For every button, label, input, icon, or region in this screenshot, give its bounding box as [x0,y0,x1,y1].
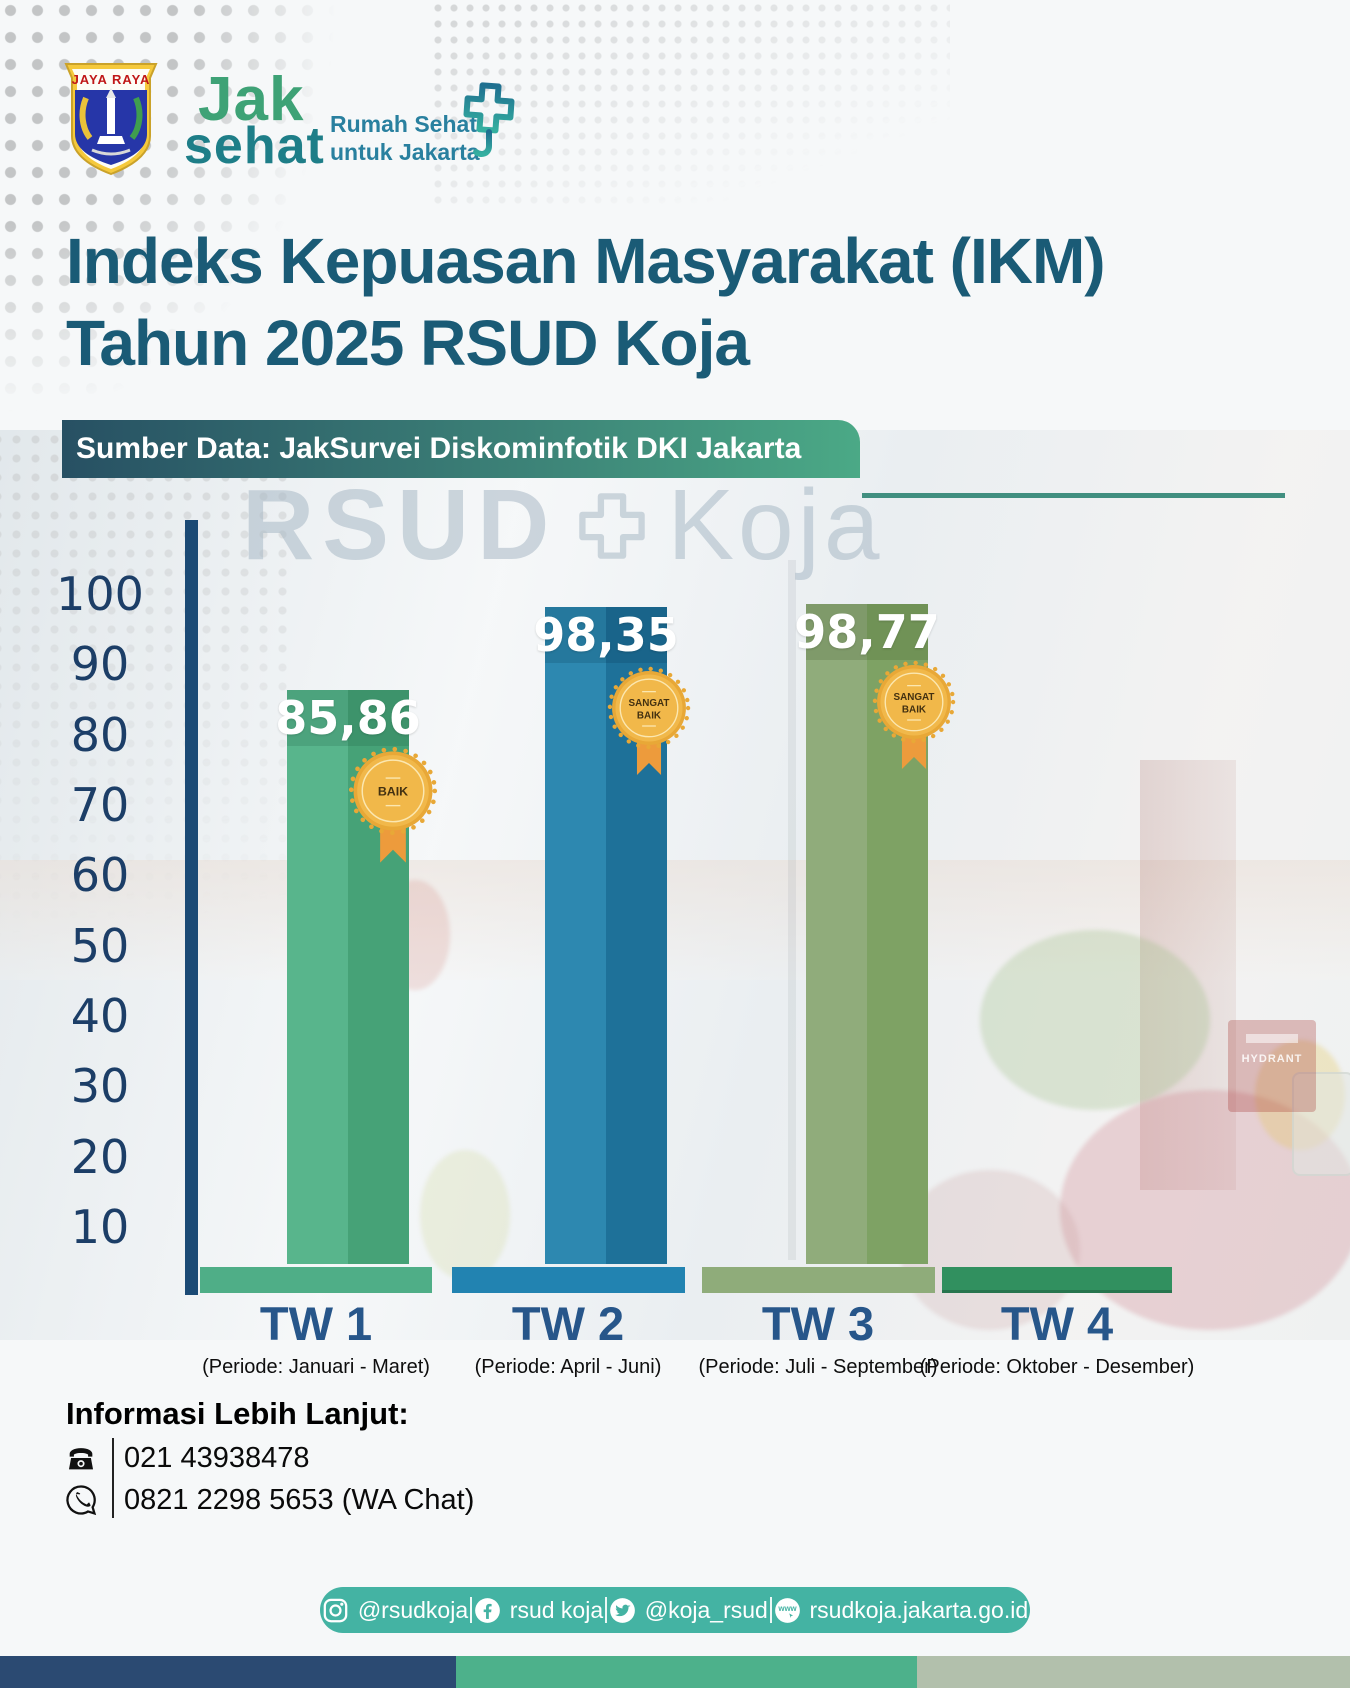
bottom-strip-sage [917,1656,1350,1688]
twitter-handle: @koja_rsud [644,1596,768,1623]
jaksehat-logo-jak: Jak [198,65,305,134]
banner-tail-line [862,493,1285,498]
facebook-item: rsud koja [474,1597,603,1624]
halftone-dots-top-center [430,0,950,204]
badge-tw3-label-line1: SANGAT [894,692,935,703]
background-foliage-green [980,930,1210,1110]
instagram-handle: @rsudkoja [357,1596,469,1623]
tagline-line2: untuk Jakarta [330,139,480,165]
baseline-bar-tw2 [452,1267,685,1293]
badge-tw3-label-line2: BAIK [902,704,927,715]
twitter-icon [609,1597,635,1623]
badge-tw2-label-line1: SANGAT [629,698,670,709]
background-bench [1292,1072,1350,1176]
y-axis-ticks: 100 90 80 70 60 50 40 30 20 10 [40,570,160,1251]
y-tick: 70 [70,777,130,832]
x-period-tw4: (Periode: Oktober - Desember) [919,1356,1195,1378]
title-line2: Tahun 2025 RSUD Koja [66,307,750,379]
y-tick: 10 [70,1199,130,1254]
social-media-bar: @rsudkoja rsud koja @koja_rsud www [320,1587,1030,1633]
x-label-tw1: TW 1 [259,1297,373,1350]
svg-text:www: www [777,1604,797,1613]
y-tick: 40 [70,988,130,1043]
x-label-tw4: TW 4 [1000,1297,1114,1350]
y-tick: 50 [70,918,130,973]
separator [604,1597,607,1623]
bottom-strip-green [456,1656,917,1688]
phone-number: 021 43938478 [124,1441,310,1474]
x-label-tw2: TW 2 [511,1297,625,1350]
hydrant-sign: HYDRANT [1228,1020,1316,1112]
bar-tw2-value: 98,35 [533,608,679,662]
instagram-icon [323,1598,348,1622]
rating-badge-tw3: SANGAT BAIK [872,660,956,769]
whatsapp-number: 0821 2298 5653 (WA Chat) [124,1483,475,1516]
source-banner-text: Sumber Data: JakSurvei Diskominfotik DKI… [76,432,802,465]
separator [469,1597,472,1623]
contact-heading: Informasi Lebih Lanjut: [66,1396,409,1431]
baseline-bar-tw1 [200,1267,432,1293]
health-plus-icon [463,82,515,157]
contact-divider [112,1438,114,1518]
watermark-plus-icon [579,492,646,559]
badge-tw1-label: BAIK [378,785,408,799]
rating-badge-tw2: SANGAT BAIK [607,666,691,775]
background-foliage-small [420,1150,510,1280]
rating-badge-tw1: BAIK [348,746,438,863]
separator [769,1597,772,1623]
tagline-line1: Rumah Sehat [330,111,477,137]
whatsapp-icon [60,1483,102,1517]
x-label-tw3: TW 3 [761,1297,875,1350]
facebook-icon [474,1597,500,1623]
background-foliage-pink-2 [900,1170,1080,1330]
baseline-bar-tw4 [942,1267,1172,1293]
bar-tw1-value: 85,86 [275,691,421,745]
website-item: www rsudkoja.jakarta.go.id [774,1596,1029,1624]
background-flagpole [788,560,796,1260]
jaksehat-logo-sehat: sehat [184,117,325,175]
background-pillar [1140,760,1236,1190]
x-period-tw3: (Periode: Juli - September) [698,1356,938,1378]
bar-tw3-value-band: 98,77 [794,604,940,660]
telephone-icon [60,1441,102,1475]
title-line1: Indeks Kepuasan Masyarakat (IKM) [66,225,1106,297]
baseline-bar-tw3 [702,1267,935,1293]
bar-tw3-value: 98,77 [794,605,940,659]
whatsapp-row: 0821 2298 5653 (WA Chat) [60,1480,560,1520]
watermark-rsud-text: RSUD [242,469,558,581]
hydrant-label: HYDRANT [1241,1053,1303,1065]
watermark-koja-text: Koja [667,469,884,581]
y-tick: 100 [56,567,144,621]
facebook-handle: rsud koja [509,1596,604,1623]
y-axis [185,520,198,1295]
halftone-dots-left [0,430,288,1130]
building-sign-watermark: RSUD Koja [242,468,884,583]
x-period-tw2: (Periode: April - Juni) [474,1356,662,1378]
emblem-motto: JAYA RAYA [72,72,151,87]
page-title: Indeks Kepuasan Masyarakat (IKM) Tahun 2… [66,220,1106,384]
y-tick: 30 [70,1059,130,1114]
source-banner: Sumber Data: JakSurvei Diskominfotik DKI… [62,420,860,478]
website-icon: www [774,1597,800,1623]
hydrant-plate [1246,1034,1298,1043]
bar-tw2-value-band: 98,35 [533,607,679,663]
jakarta-coat-of-arms: JAYA RAYA [64,63,158,176]
instagram-item: @rsudkoja [322,1597,468,1624]
phone-row: 021 43938478 [60,1438,560,1478]
x-period-tw1: (Periode: Januari - Maret) [202,1356,430,1378]
twitter-item: @koja_rsud [609,1597,768,1624]
badge-tw2-label-line2: BAIK [637,710,662,721]
bottom-strip-navy [0,1656,456,1688]
bar-tw1-value-band: 85,86 [275,690,421,746]
tagline: Rumah Sehat untuk Jakarta [330,110,480,166]
y-tick: 90 [70,637,130,692]
y-tick: 80 [70,707,130,762]
website-url: rsudkoja.jakarta.go.id [809,1596,1029,1623]
y-tick: 60 [70,848,130,903]
y-tick: 20 [70,1129,130,1184]
